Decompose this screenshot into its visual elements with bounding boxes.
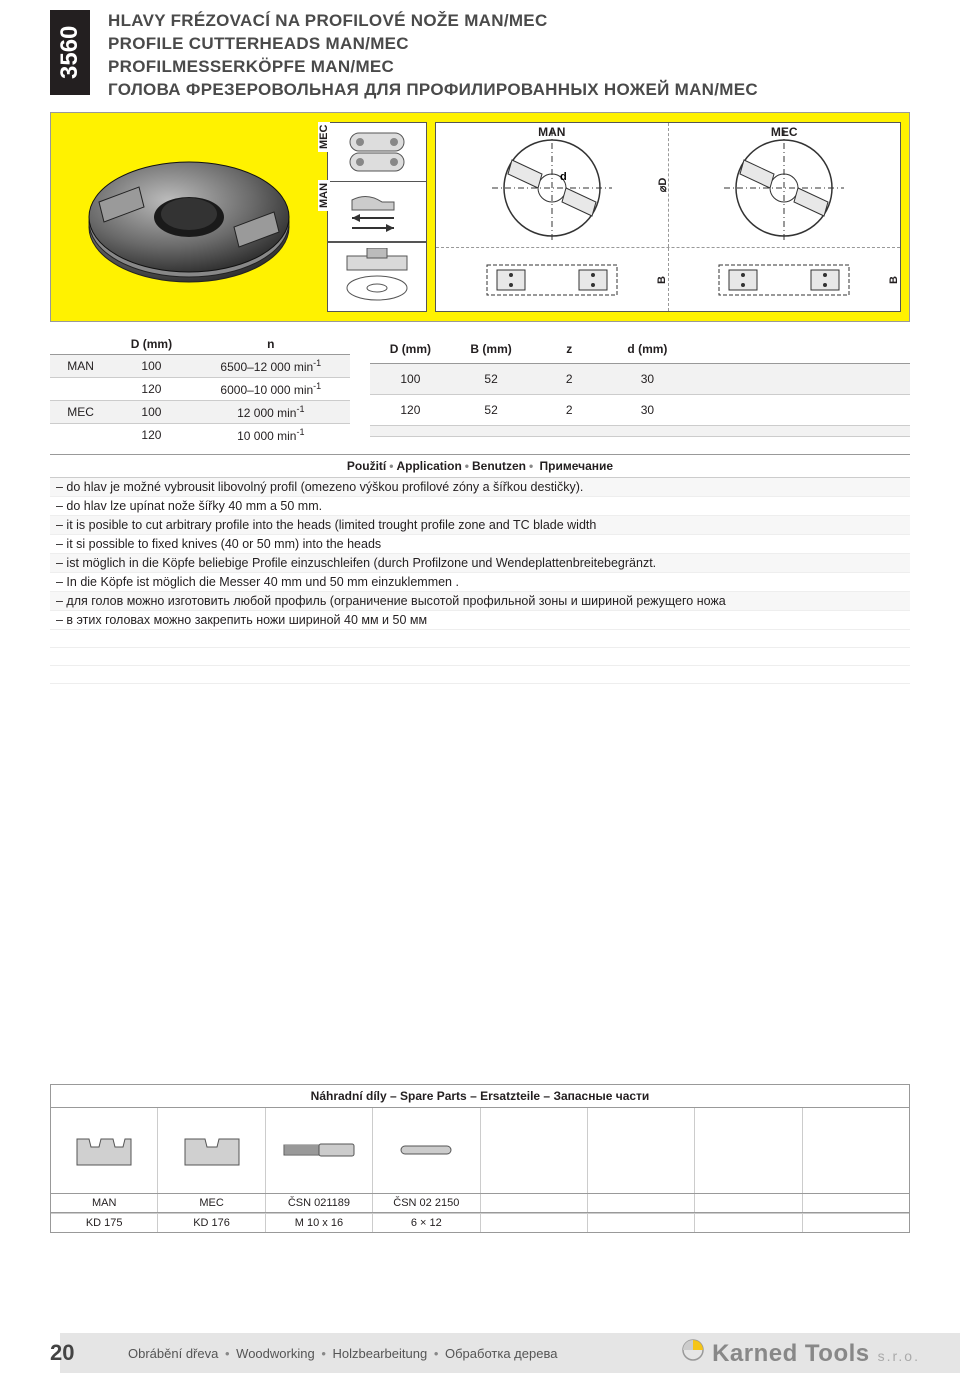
footer-breadcrumb: Obrábění dřeva • Woodworking • Holzbearb… [110,1346,682,1361]
spare-label: KD 175 [51,1213,158,1232]
product-code-badge: 3560 [50,10,90,95]
table-row: 10052230 [370,364,910,395]
spare-label: M 10 x 16 [266,1213,373,1232]
spare-label: ČSN 021189 [266,1194,373,1212]
dimensions-table: D (mm) B (mm) z d (mm) 10052230 12052230 [370,334,910,446]
spare-img-screw [266,1108,373,1193]
spare-parts-section: Náhradní díly – Spare Parts – Ersatzteil… [50,1084,910,1233]
spare-label [695,1213,802,1232]
mounting-diagram [327,242,427,312]
spare-empty [481,1108,588,1193]
spare-labels-row1: MAN MEC ČSN 021189 ČSN 02 2150 [51,1193,909,1212]
table-row [370,436,910,446]
spare-img-pin [373,1108,480,1193]
table-row: MAN1006500–12 000 min-1 [50,354,350,377]
brand-block: Karned Tools s.r.o. [682,1339,920,1368]
spare-label: MAN [51,1194,158,1212]
spare-empty [588,1108,695,1193]
spare-label [588,1213,695,1232]
table-row: 1206000–10 000 min-1 [50,377,350,400]
spare-labels-row2: KD 175 KD 176 M 10 x 16 6 × 12 [51,1212,909,1232]
note-line: – ist möglich in die Köpfe beliebige Pro… [50,554,910,573]
mec-side-view: B [668,248,901,310]
spare-img-man [51,1108,158,1193]
blank-row [50,648,910,666]
blank-row [50,630,910,648]
feed-type-diagrams: MEC MAN [327,122,427,312]
rpm-table: D (mm) n MAN1006500–12 000 min-1 1206000… [50,334,350,446]
th-d: d (mm) [607,334,688,364]
spare-label: 6 × 12 [373,1213,480,1232]
th-n: n [192,334,350,355]
mec-label-2: MEC [771,125,798,139]
brand-logo-icon [682,1339,704,1361]
spare-label: ČSN 02 2150 [373,1194,480,1212]
spare-label [803,1213,909,1232]
technical-drawings: MAN d ⌀D MEC [435,122,901,312]
note-line: – it si possible to fixed knives (40 or … [50,535,910,554]
spare-parts-header: Náhradní díly – Spare Parts – Ersatzteil… [51,1085,909,1108]
mec-label: MEC [318,121,330,151]
title-block: HLAVY FRÉZOVACÍ NA PROFILOVÉ NOŽE MAN/ME… [108,10,758,102]
man-label-2: MAN [538,125,565,139]
blank-row [50,666,910,684]
brand-name: Karned Tools [712,1340,870,1368]
spare-label [588,1194,695,1212]
application-notes: Použití•Application•Benutzen• Примечание… [50,454,910,684]
mec-top-view: MEC [668,123,901,248]
note-line: – do hlav je možné vybrousit libovolný p… [50,478,910,497]
title-de: PROFILMESSERKÖPFE MAN/MEC [108,56,758,79]
th-D2: D (mm) [370,334,451,364]
spare-label [695,1194,802,1212]
spare-img-mec [158,1108,265,1193]
spare-label: MEC [158,1194,265,1212]
title-cs: HLAVY FRÉZOVACÍ NA PROFILOVÉ NOŽE MAN/ME… [108,10,758,33]
spare-empty [695,1108,802,1193]
table-row: MEC10012 000 min-1 [50,400,350,423]
spec-tables: D (mm) n MAN1006500–12 000 min-1 1206000… [50,334,910,446]
product-photo [59,127,319,307]
man-label: MAN [318,180,330,211]
man-side-view: B [436,248,668,310]
title-ru: ГОЛОВА ФРЕЗЕРОВОЛЬНАЯ ДЛЯ ПРОФИЛИРОВАННЫ… [108,79,758,102]
feed-mec-diagram: MEC [327,122,427,182]
th-blank [50,334,111,355]
page-number: 20 [50,1340,110,1366]
th-z: z [531,334,607,364]
header-section: 3560 HLAVY FRÉZOVACÍ NA PROFILOVÉ NOŽE M… [0,0,960,102]
dimB-label-1: B [656,276,668,284]
spare-label [481,1213,588,1232]
spare-parts-images [51,1108,909,1193]
spare-label: KD 176 [158,1213,265,1232]
man-top-view: MAN d ⌀D [436,123,668,248]
table-row [370,426,910,436]
note-line: – do hlav lze upínat nože šířky 40 mm a … [50,497,910,516]
diagram-band: MEC MAN [50,112,910,322]
th-D: D (mm) [111,334,191,355]
notes-header: Použití•Application•Benutzen• Примечание [50,455,910,478]
th-B: B (mm) [451,334,532,364]
dimB-label-2: B [888,276,900,284]
spare-label [803,1194,909,1212]
brand-suffix: s.r.o. [878,1348,920,1364]
spare-empty [803,1108,909,1193]
title-en: PROFILE CUTTERHEADS MAN/MEC [108,33,758,56]
note-line: – в этих головах можно закрепить ножи ши… [50,611,910,630]
feed-man-diagram: MAN [327,182,427,242]
spare-label [481,1194,588,1212]
note-line: – it is posible to cut arbitrary profile… [50,516,910,535]
table-row: 12010 000 min-1 [50,423,350,446]
note-line: – для голов можно изготовить любой профи… [50,592,910,611]
page-footer: 20 Obrábění dřeva • Woodworking • Holzbe… [0,1333,960,1373]
svg-text:d: d [560,171,567,183]
note-line: – In die Köpfe ist möglich die Messer 40… [50,573,910,592]
table-row: 12052230 [370,395,910,426]
